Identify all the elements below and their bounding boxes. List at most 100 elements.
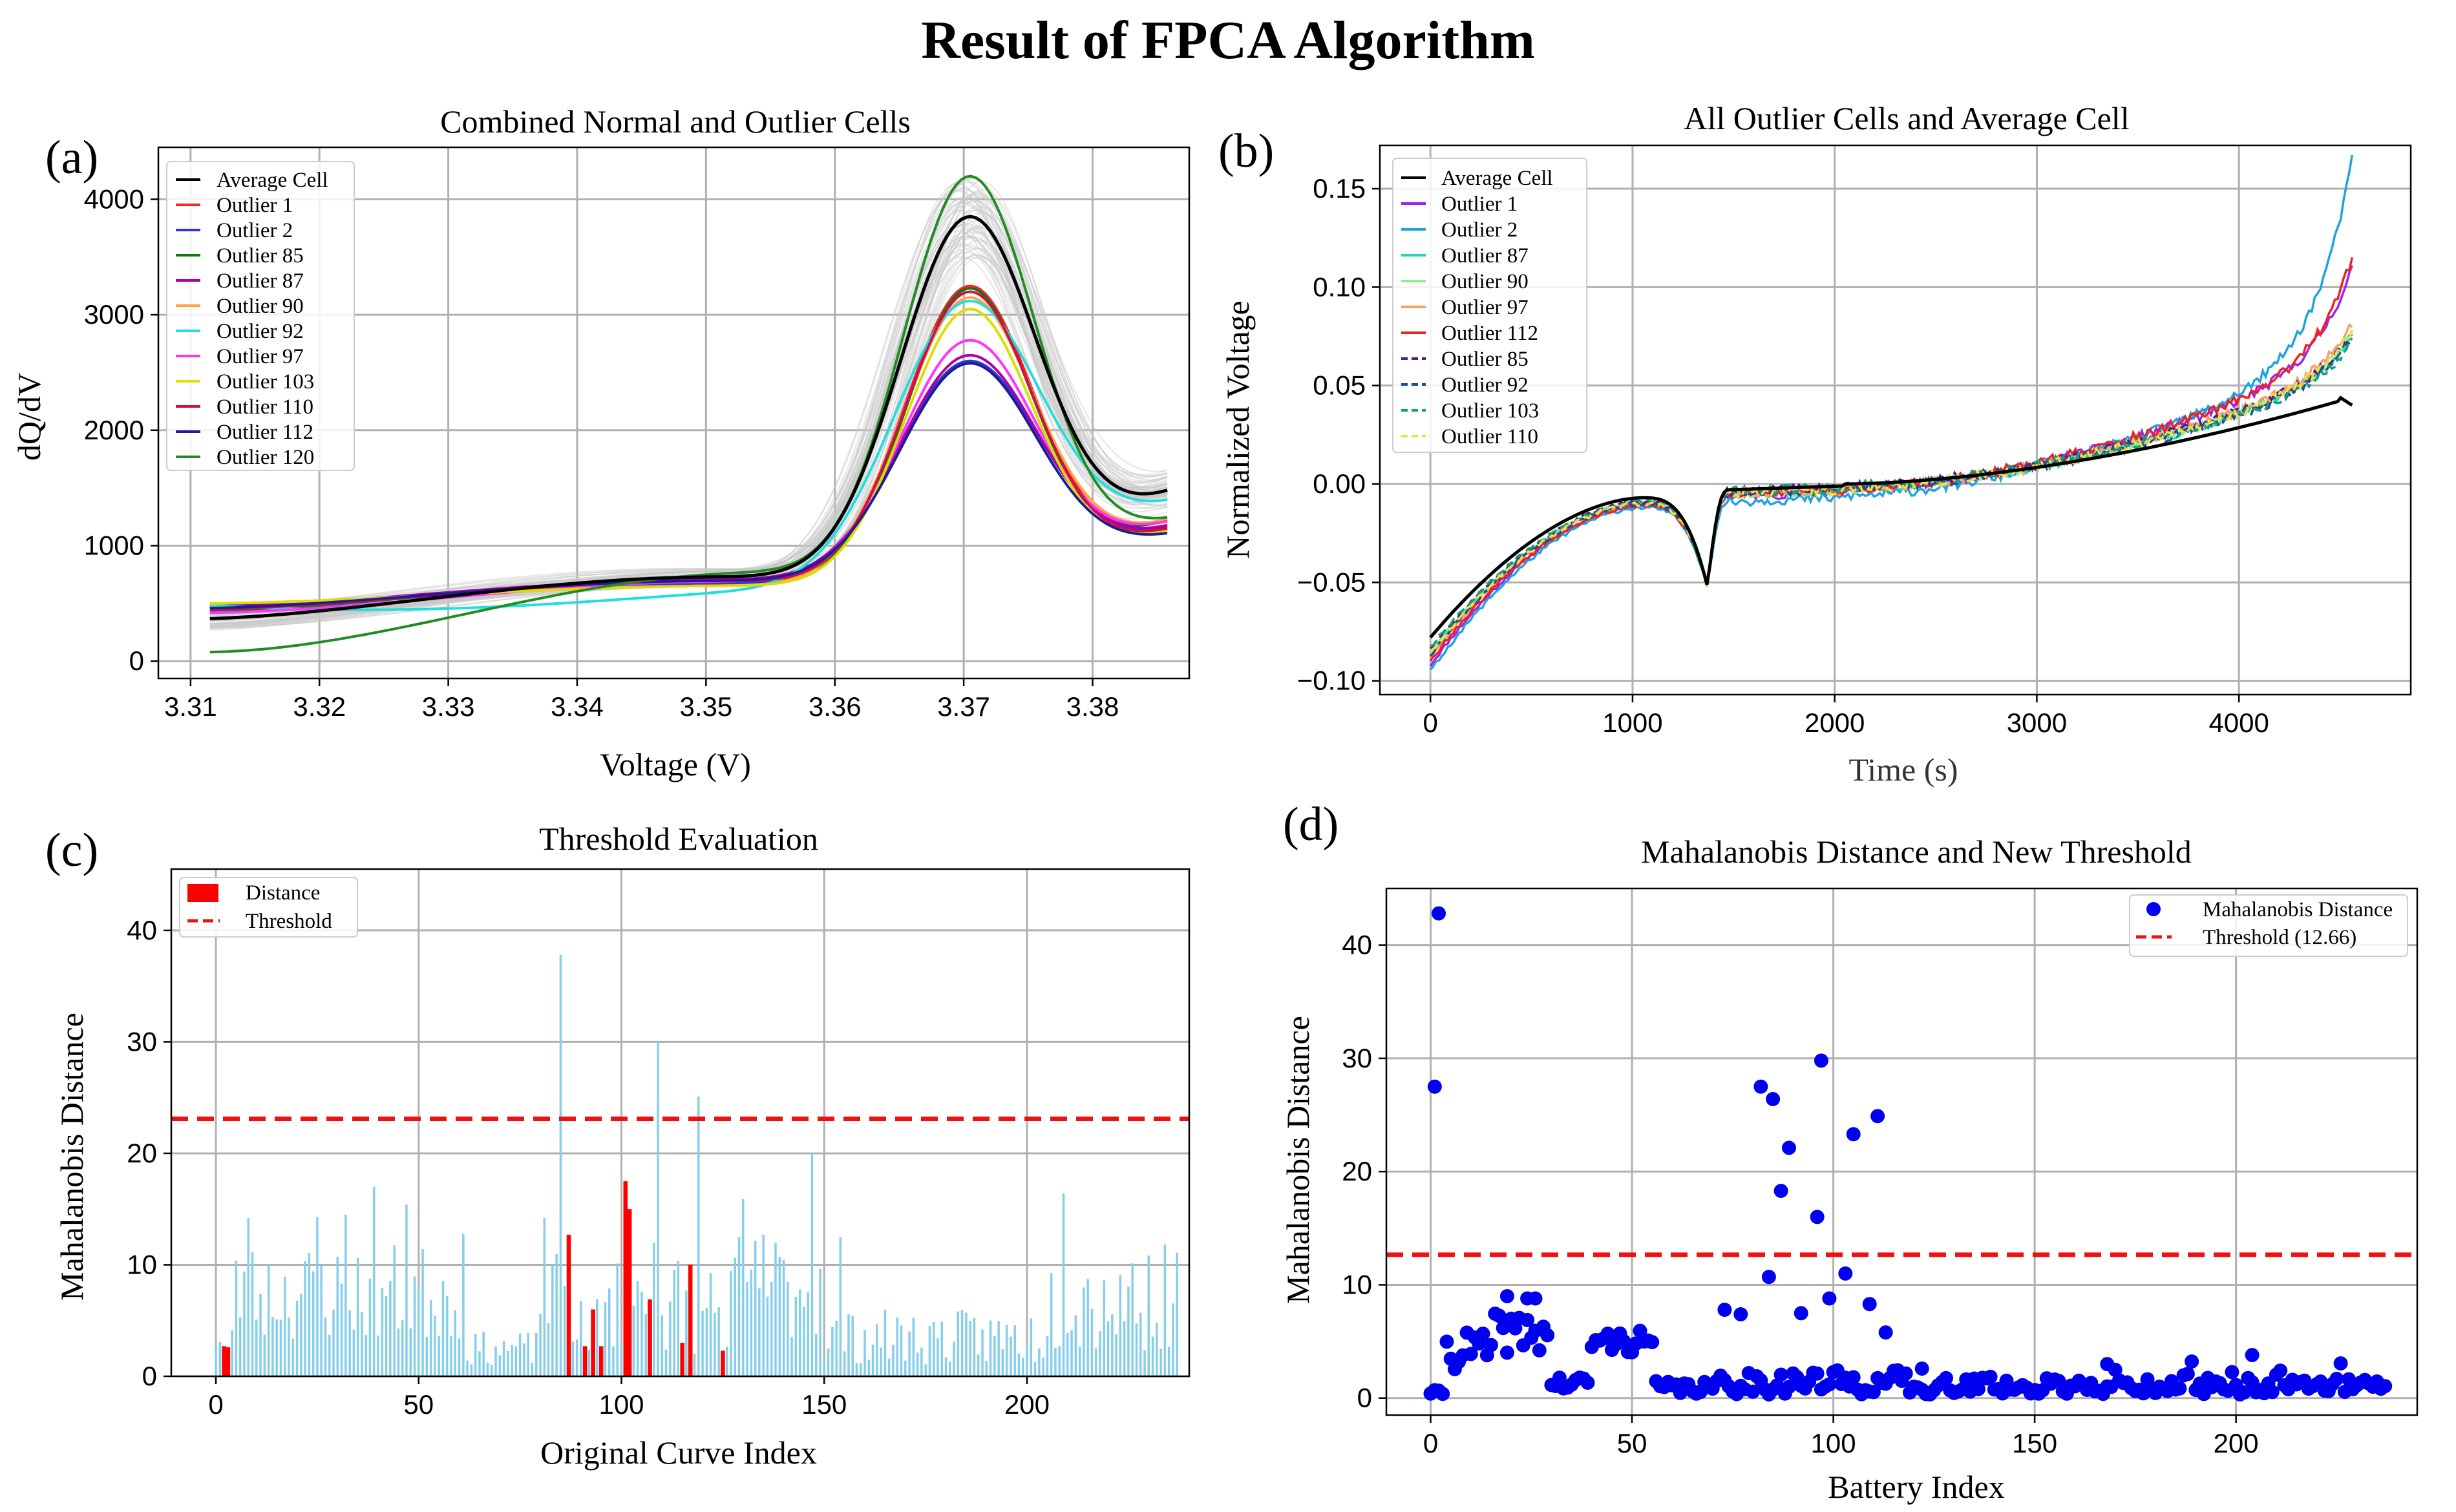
distance-bar bbox=[803, 1307, 805, 1376]
distance-bar bbox=[291, 1338, 294, 1376]
distance-bar bbox=[737, 1237, 741, 1376]
distance-bar bbox=[673, 1270, 675, 1376]
panel-c-ytick-label: 20 bbox=[127, 1138, 157, 1168]
panel-c-xtick-label: 0 bbox=[208, 1389, 223, 1420]
distance-bar bbox=[636, 1281, 639, 1376]
distance-bar bbox=[511, 1345, 513, 1376]
distance-bar bbox=[413, 1276, 416, 1376]
distance-bar bbox=[470, 1364, 473, 1376]
distance-bar bbox=[1001, 1349, 1004, 1376]
legend-entry: Distance bbox=[246, 881, 320, 905]
panel-b: (b) All Outlier Cells and Average Cell T… bbox=[1218, 100, 2412, 788]
legend-entry: Outlier 87 bbox=[1441, 244, 1529, 268]
distance-bar bbox=[620, 1341, 623, 1376]
panel-b-ytick-label: −0.10 bbox=[1297, 666, 1366, 696]
panel-d-xtick-label: 150 bbox=[2012, 1428, 2057, 1458]
panel-a-ytick-label: 1000 bbox=[84, 530, 144, 561]
distance-bar bbox=[271, 1317, 274, 1376]
distance-point bbox=[1520, 1312, 1535, 1327]
distance-bar bbox=[616, 1263, 619, 1376]
panel-b-letter: (b) bbox=[1218, 125, 1274, 178]
distance-bar bbox=[997, 1321, 1000, 1376]
panel-c-xtick-label: 50 bbox=[403, 1389, 434, 1420]
distance-bar bbox=[518, 1334, 522, 1376]
distance-bar bbox=[940, 1321, 943, 1376]
distance-bar bbox=[693, 1354, 696, 1376]
distance-bar bbox=[965, 1312, 968, 1376]
distance-bar bbox=[368, 1278, 372, 1376]
distance-bar bbox=[608, 1288, 611, 1376]
panel-c-ticks: 0 50 100 150 200 0 10 20 30 40 bbox=[127, 915, 1050, 1420]
panel-b-ytick-label: 0.10 bbox=[1313, 271, 1366, 302]
distance-point bbox=[1773, 1184, 1788, 1198]
panel-c-ytick-label: 40 bbox=[127, 915, 157, 945]
distance-point bbox=[1870, 1109, 1885, 1124]
distance-bar bbox=[604, 1302, 607, 1376]
distance-bar bbox=[1156, 1322, 1158, 1376]
distance-bar bbox=[758, 1288, 761, 1376]
distance-bar bbox=[1115, 1334, 1117, 1376]
distance-bar bbox=[949, 1361, 951, 1376]
distance-point bbox=[1898, 1366, 1913, 1381]
distance-point bbox=[2172, 1381, 2187, 1396]
distance-bar bbox=[308, 1253, 311, 1376]
panel-c-ytick-label: 30 bbox=[127, 1026, 157, 1056]
panel-c-ytick-label: 10 bbox=[127, 1249, 157, 1279]
distance-point bbox=[2237, 1385, 2252, 1400]
distance-bar bbox=[847, 1314, 850, 1376]
distance-bar bbox=[1010, 1336, 1012, 1376]
panel-d-points bbox=[1386, 906, 2417, 1402]
distance-bar bbox=[1050, 1273, 1053, 1376]
distance-bar bbox=[1090, 1308, 1094, 1376]
distance-bar bbox=[953, 1341, 955, 1376]
distance-bar bbox=[1095, 1348, 1097, 1376]
distance-bar bbox=[259, 1294, 262, 1376]
distance-bar bbox=[1046, 1336, 1049, 1376]
legend-entry: Outlier 2 bbox=[1441, 218, 1518, 242]
distance-bar bbox=[446, 1296, 449, 1376]
distance-bar bbox=[640, 1292, 643, 1376]
panel-a-ytick-label: 0 bbox=[129, 646, 144, 676]
distance-point bbox=[2245, 1348, 2260, 1363]
distance-bar bbox=[985, 1360, 988, 1376]
distance-bar bbox=[438, 1336, 440, 1376]
distance-bar bbox=[1127, 1286, 1130, 1376]
distance-bar bbox=[977, 1354, 980, 1376]
distance-bar bbox=[596, 1299, 598, 1376]
distance-bar bbox=[782, 1260, 785, 1376]
panel-d-ytick-label: 40 bbox=[1342, 930, 1372, 960]
distance-bar bbox=[750, 1269, 753, 1376]
distance-bar bbox=[498, 1355, 501, 1376]
distance-bar bbox=[458, 1338, 461, 1376]
distance-bar bbox=[1103, 1280, 1105, 1376]
distance-bar bbox=[973, 1318, 976, 1376]
panel-d: (d) Mahalanobis Distance and New Thresho… bbox=[1280, 798, 2419, 1505]
distance-point bbox=[1782, 1380, 1796, 1394]
distance-bar bbox=[385, 1296, 388, 1376]
distance-bar bbox=[418, 1286, 420, 1376]
panel-d-xtick-label: 0 bbox=[1423, 1428, 1438, 1458]
panel-c-xtick-label: 100 bbox=[598, 1389, 644, 1420]
distance-bar bbox=[766, 1296, 769, 1376]
distance-bar bbox=[1013, 1325, 1016, 1376]
distance-bar bbox=[887, 1358, 891, 1376]
distance-point bbox=[1794, 1306, 1808, 1321]
distance-bar bbox=[794, 1296, 798, 1376]
panel-b-xtick-label: 3000 bbox=[2007, 708, 2067, 738]
distance-bar bbox=[539, 1314, 542, 1376]
panel-b-ytick-label: 0.05 bbox=[1313, 370, 1366, 401]
distance-bar bbox=[507, 1350, 509, 1376]
distance-point bbox=[2180, 1367, 2195, 1381]
outlier-distance-bar bbox=[623, 1181, 628, 1376]
panel-a-xtick-label: 3.35 bbox=[679, 691, 732, 722]
distance-bar bbox=[551, 1265, 554, 1376]
distance-bar bbox=[855, 1363, 858, 1376]
distance-bar bbox=[981, 1329, 984, 1376]
panel-d-xlabel: Battery Index bbox=[1828, 1469, 2005, 1505]
distance-bar bbox=[243, 1271, 246, 1376]
distance-bar bbox=[1099, 1331, 1101, 1376]
panel-a-xlabel: Voltage (V) bbox=[600, 746, 751, 782]
distance-bar bbox=[1159, 1349, 1162, 1376]
distance-bar bbox=[851, 1316, 854, 1376]
